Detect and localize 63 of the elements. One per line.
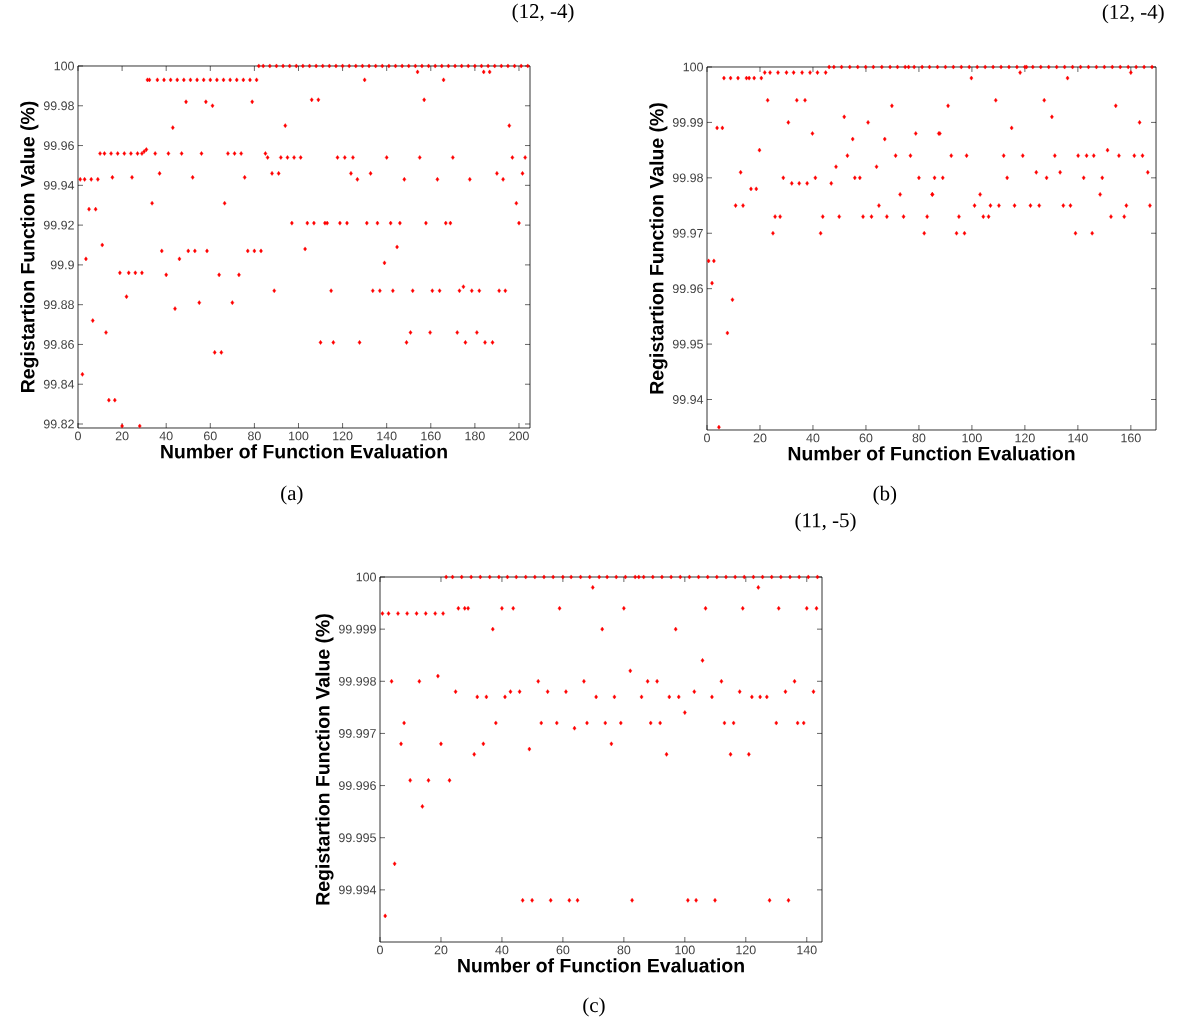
x-tick-label: 160	[1121, 433, 1141, 443]
x-axis-title: Number of Function Evaluation	[788, 446, 1075, 461]
x-tick-label: 40	[495, 945, 509, 955]
y-tick-label: 99.999	[338, 624, 376, 634]
text: (a)	[281, 485, 303, 505]
y-axis-title: Registartion Function Value (%)	[649, 103, 668, 394]
x-tick-label: 40	[806, 433, 820, 443]
y-tick-label: 99.88	[43, 300, 74, 310]
chart-title: (12, -4)	[512, 3, 574, 23]
x-tick-label: 200	[509, 431, 529, 441]
y-tick-label: 99.9	[50, 260, 74, 270]
x-tick-label: 60	[556, 945, 570, 955]
y-tick-label: 99.92	[43, 220, 74, 230]
y-tick-label: 99.95	[672, 339, 703, 349]
x-tick-label: 0	[377, 945, 383, 955]
y-tick-label: 99.96	[672, 284, 703, 294]
x-tick-label: 40	[159, 431, 173, 441]
x-tick-label: 180	[465, 431, 485, 441]
y-tick-label: 100	[683, 62, 703, 72]
y-tick-label: 99.82	[43, 419, 74, 429]
x-axis-title: Number of Function Evaluation	[161, 444, 447, 459]
x-tick-label: 20	[753, 433, 767, 443]
y-tick-label: 99.94	[43, 180, 75, 190]
y-tick-label: 99.84	[43, 379, 75, 389]
y-tick-label: 99.995	[338, 833, 376, 843]
y-tick-label: 99.998	[338, 676, 376, 686]
y-axis-title: Registartion Function Value (%)	[315, 614, 334, 905]
chart-title: (11, -5)	[795, 512, 856, 532]
x-tick-label: 140	[797, 945, 817, 955]
y-tick-label: 99.97	[672, 228, 703, 238]
x-tick-label: 120	[333, 431, 353, 441]
y-tick-label: 99.99	[672, 118, 703, 127]
x-tick-label: 80	[617, 945, 631, 955]
y-tick-label: 99.996	[338, 781, 376, 790]
x-tick-label: 20	[434, 945, 448, 955]
chart-title: (12, -4)	[1102, 4, 1164, 24]
y-tick-label: 99.98	[672, 173, 703, 183]
y-tick-label: 99.86	[43, 340, 74, 349]
x-tick-label: 60	[203, 431, 217, 441]
text: (b)	[873, 485, 897, 505]
x-axis-title: Number of Function Evaluation	[458, 958, 744, 973]
x-tick-label: 120	[736, 945, 756, 955]
y-tick-label: 99.96	[43, 141, 74, 150]
x-tick-label: 80	[912, 433, 926, 443]
x-tick-label: 0	[704, 433, 710, 443]
y-tick-label: 99.94	[672, 395, 704, 404]
x-tick-label: 160	[421, 431, 441, 441]
x-tick-label: 20	[115, 431, 129, 441]
x-tick-label: 80	[248, 431, 261, 441]
y-axis-title: Registartion Function Value (%)	[20, 101, 39, 392]
x-tick-label: 60	[859, 433, 873, 443]
text: (c)	[583, 997, 605, 1017]
x-tick-label: 100	[289, 431, 309, 441]
x-tick-label: 0	[75, 431, 81, 441]
x-tick-label: 100	[962, 433, 982, 443]
y-tick-label: 99.994	[338, 885, 377, 895]
y-tick-label: 99.98	[43, 101, 74, 111]
x-tick-label: 120	[1015, 433, 1035, 443]
x-tick-label: 140	[377, 431, 397, 441]
y-tick-label: 99.997	[338, 729, 376, 738]
y-tick-label: 100	[54, 61, 74, 71]
y-tick-label: 100	[356, 572, 376, 582]
x-tick-label: 140	[1068, 433, 1088, 443]
